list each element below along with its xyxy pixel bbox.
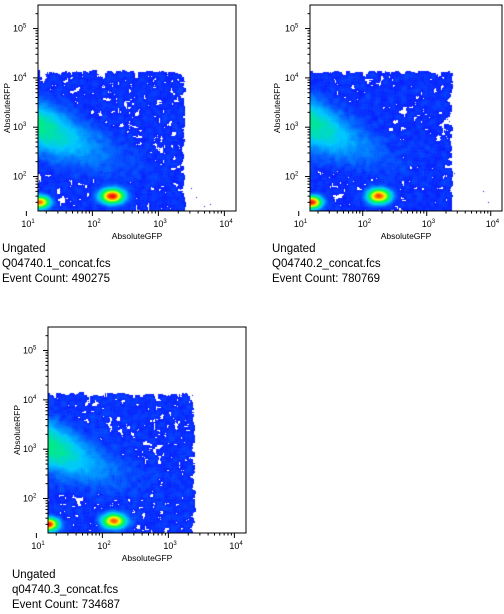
plot-2-frame xyxy=(309,4,503,212)
plot-3-y-ticks: 102 103 104 105 xyxy=(23,335,48,525)
y-tick-label: 103 xyxy=(13,122,27,132)
plot-2-gate-label: Ungated xyxy=(272,243,316,255)
plot-2-event-count: Event Count: 780769 xyxy=(272,273,381,285)
plot-3-event-count: Event Count: 734687 xyxy=(12,599,121,611)
plot-3-gate-label: Ungated xyxy=(12,569,56,581)
x-tick-label: 103 xyxy=(422,219,436,229)
plot-2-sample-name: Q04740.2_concat.fcs xyxy=(272,258,381,270)
plot-3-frame xyxy=(47,326,247,534)
x-tick-label: 101 xyxy=(294,219,308,229)
plot-3-density-image xyxy=(48,327,246,533)
density-plot-2: 101 102 103 104 102 103 104 105 AbsoluteGFP Ab… xyxy=(270,0,504,241)
plot-2-svg: 101 102 103 104 102 103 104 105 AbsoluteGFP Ab… xyxy=(272,4,503,241)
x-tick-label: 103 xyxy=(153,219,167,229)
plot-2-x-axis-label: AbsoluteGFP xyxy=(381,231,432,241)
plot-3-x-axis-label: AbsoluteGFP xyxy=(122,553,173,563)
x-tick-label: 104 xyxy=(219,219,233,229)
plot-2-y-axis-label: AbsoluteRFP xyxy=(272,83,282,133)
plot-3-svg: 101 102 103 104 102 103 104 105 AbsoluteGFP Ab… xyxy=(12,326,247,563)
y-tick-label: 105 xyxy=(13,24,27,34)
plot-1-density-image xyxy=(38,5,236,211)
y-tick-label: 102 xyxy=(23,494,37,504)
plot-3-x-ticks: 101 102 103 104 xyxy=(31,533,243,551)
plot-3-y-axis-label: AbsoluteRFP xyxy=(12,405,22,455)
plot-1-x-axis-label: AbsoluteGFP xyxy=(112,231,163,241)
plot-2-density-image xyxy=(310,5,502,211)
x-tick-label: 103 xyxy=(163,541,177,551)
y-tick-label: 105 xyxy=(285,24,299,34)
plot-2-caption: Ungated Q04740.2_concat.fcs Event Count:… xyxy=(272,242,381,287)
density-plot-3: 101 102 103 104 102 103 104 105 AbsoluteGFP Ab… xyxy=(10,322,250,568)
y-tick-label: 104 xyxy=(13,73,27,83)
x-tick-label: 104 xyxy=(486,219,500,229)
y-tick-label: 103 xyxy=(23,444,37,454)
plot-1-svg: 101 102 103 104 102 103 104 105 AbsoluteGFP Ab… xyxy=(2,4,237,241)
y-tick-label: 103 xyxy=(285,122,299,132)
x-tick-label: 102 xyxy=(358,219,372,229)
plot-1-y-ticks: 102 103 104 105 xyxy=(13,13,38,203)
x-tick-label: 104 xyxy=(229,541,243,551)
x-tick-label: 101 xyxy=(31,541,45,551)
y-tick-label: 102 xyxy=(13,172,27,182)
y-tick-label: 105 xyxy=(23,346,37,356)
y-tick-label: 104 xyxy=(23,395,37,405)
plot-1-y-axis-label: AbsoluteRFP xyxy=(2,83,12,133)
plot-1-sample-name: Q04740.1_concat.fcs xyxy=(2,258,111,270)
x-tick-label: 102 xyxy=(97,541,111,551)
plot-3-sample-name: q04740.3_concat.fcs xyxy=(12,584,119,596)
plot-1-frame xyxy=(37,4,237,212)
y-tick-label: 104 xyxy=(285,73,299,83)
plot-3-caption: Ungated q04740.3_concat.fcs Event Count:… xyxy=(12,568,120,613)
plot-2-x-ticks: 101 102 103 104 xyxy=(294,211,500,229)
plot-1-event-count: Event Count: 490275 xyxy=(2,273,111,285)
plot-1-gate-label: Ungated xyxy=(2,243,46,255)
plot-1-caption: Ungated Q04740.1_concat.fcs Event Count:… xyxy=(2,242,111,287)
plot-2-y-ticks: 102 103 104 105 xyxy=(285,13,310,203)
plot-1-x-ticks: 101 102 103 104 xyxy=(21,211,233,229)
x-tick-label: 101 xyxy=(21,219,35,229)
density-plot-1: 101 102 103 104 102 103 104 105 AbsoluteGFP Ab… xyxy=(0,0,240,241)
y-tick-label: 102 xyxy=(285,172,299,182)
x-tick-label: 102 xyxy=(87,219,101,229)
